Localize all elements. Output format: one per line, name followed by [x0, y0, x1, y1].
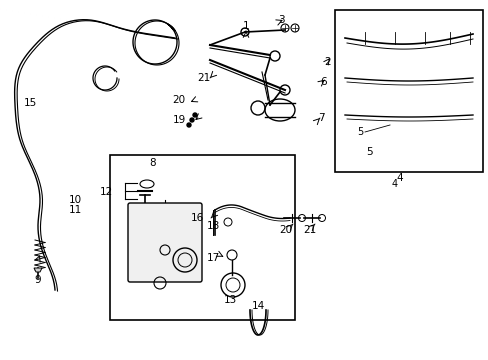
Text: 2: 2 — [324, 57, 330, 67]
Text: 6: 6 — [319, 77, 326, 87]
Text: 21: 21 — [303, 225, 316, 235]
Circle shape — [186, 123, 191, 127]
Text: 8: 8 — [149, 158, 156, 168]
Text: 4: 4 — [391, 179, 397, 189]
Text: 5: 5 — [356, 127, 363, 137]
Text: 3: 3 — [278, 15, 284, 25]
FancyBboxPatch shape — [128, 203, 202, 282]
Text: 17: 17 — [206, 253, 220, 263]
Text: 21: 21 — [196, 73, 209, 83]
Text: 9: 9 — [35, 275, 41, 285]
Text: 15: 15 — [24, 98, 37, 108]
Circle shape — [193, 113, 197, 117]
Text: 13: 13 — [223, 295, 236, 305]
Text: 20: 20 — [279, 225, 292, 235]
Bar — [110, 155, 294, 320]
Text: 16: 16 — [190, 213, 203, 223]
Text: 4: 4 — [396, 173, 403, 183]
Polygon shape — [34, 268, 42, 272]
Text: 19: 19 — [172, 115, 185, 125]
Bar — [334, 10, 482, 172]
Text: 11: 11 — [69, 205, 82, 215]
Text: 14: 14 — [251, 301, 264, 311]
Text: 12: 12 — [100, 187, 113, 197]
Text: 20: 20 — [171, 95, 184, 105]
Circle shape — [190, 118, 194, 122]
Text: 10: 10 — [69, 195, 82, 205]
Text: 18: 18 — [206, 221, 220, 231]
Text: 5: 5 — [365, 147, 372, 157]
Text: 1: 1 — [242, 21, 249, 31]
Text: 7: 7 — [317, 113, 324, 123]
